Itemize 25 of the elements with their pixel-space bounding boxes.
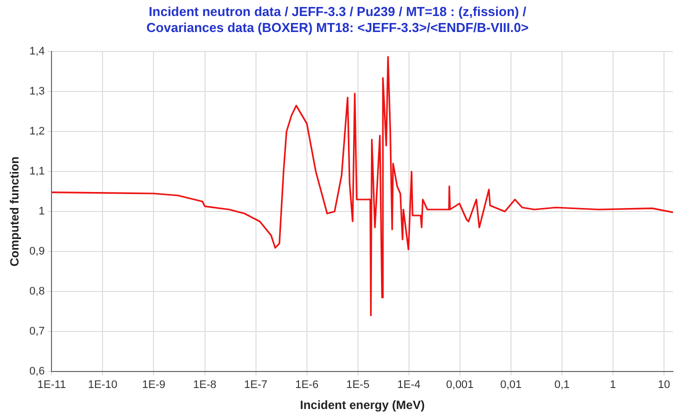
y-tick-label: 0,7 bbox=[29, 325, 45, 338]
x-tick-label: 1E-4 bbox=[397, 379, 421, 392]
y-tick-label: 0,6 bbox=[29, 365, 45, 378]
x-tick-label: 0,001 bbox=[446, 379, 474, 392]
x-tick-label: 1E-9 bbox=[142, 379, 166, 392]
y-axis-title: Computed function bbox=[8, 156, 22, 266]
x-tick-label: 1E-8 bbox=[193, 379, 216, 392]
x-tick-label: 1E-7 bbox=[244, 379, 268, 392]
y-tick-label: 1,4 bbox=[29, 46, 45, 58]
y-tick-label: 0,8 bbox=[29, 285, 45, 298]
x-tick-label: 1E-10 bbox=[88, 379, 118, 392]
x-tick-label: 1 bbox=[610, 379, 616, 392]
x-tick-label: 0,01 bbox=[500, 379, 522, 392]
x-tick-label: 1E-5 bbox=[346, 379, 370, 392]
y-tick-label: 1 bbox=[38, 206, 45, 218]
x-axis-title: Incident energy (MeV) bbox=[300, 398, 425, 412]
y-tick-label: 0,9 bbox=[29, 246, 45, 258]
chart-title: Incident neutron data / JEFF-3.3 / Pu239 / MT=18 : (z,fission) / Covariances data (BOXER) MT18: <JEFF-3.3>/<ENDF/B-VIII.0> bbox=[145, 4, 530, 37]
y-tick-label: 1,2 bbox=[29, 126, 45, 138]
x-tick-label: 10 bbox=[658, 379, 670, 392]
x-tick-label: 1E-6 bbox=[295, 379, 318, 392]
y-tick-label: 1,1 bbox=[29, 166, 45, 178]
y-tick-label: 1,3 bbox=[29, 86, 45, 98]
x-tick-label: 1E-11 bbox=[37, 379, 66, 392]
x-tick-label: 0,1 bbox=[554, 379, 570, 392]
